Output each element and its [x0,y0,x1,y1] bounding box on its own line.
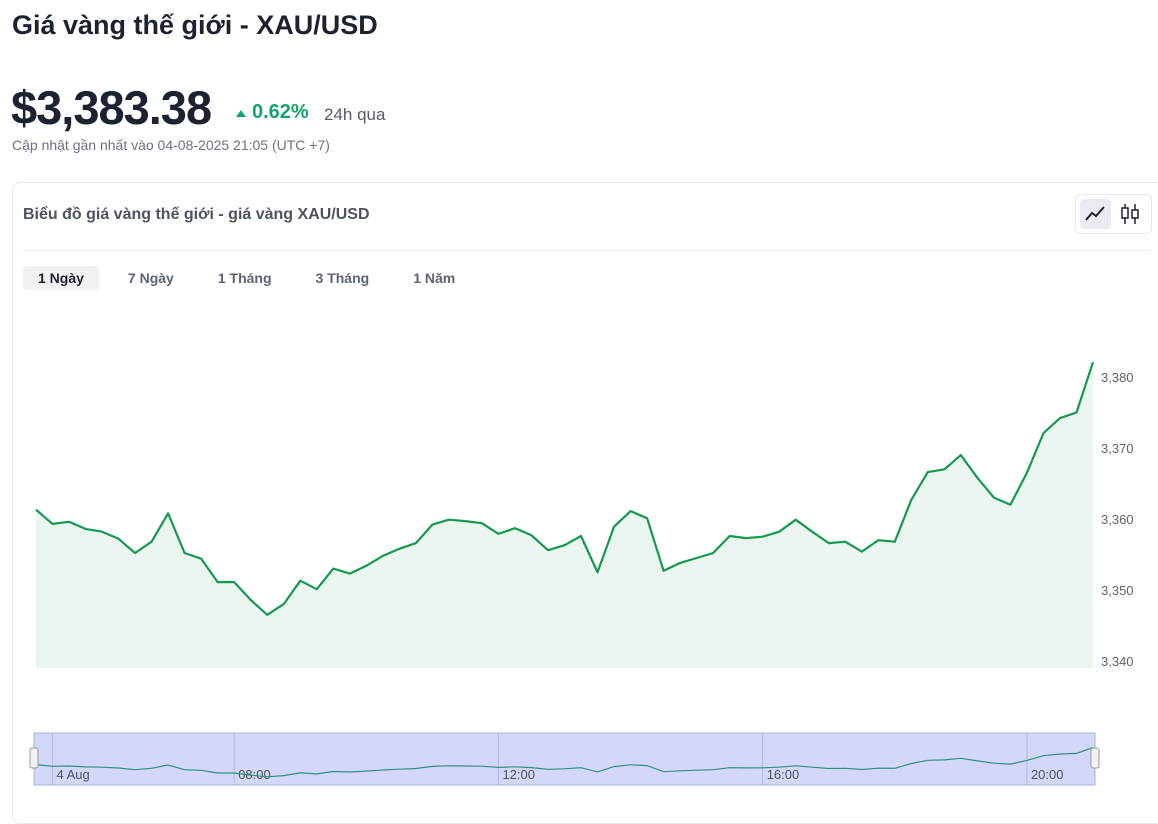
y-tick-label: 3,380 [1101,370,1134,385]
divider [23,250,1151,251]
navigator-handle[interactable] [29,747,39,769]
card-title: Biểu đồ giá vàng thế giới - giá vàng XAU… [23,206,370,223]
navigator-handle[interactable] [1090,747,1100,769]
up-arrow [236,109,246,117]
change-value: 0.62% [252,101,309,123]
navigator-line [35,746,1094,778]
x-tick-label: 4 Aug [57,767,90,782]
navigator [33,732,1096,786]
x-tick-label: 12:00 [502,767,535,782]
chart: 3,340 3,350 3,360 3,370 3,380 4 Aug 08:00 12:00… [29,361,1134,786]
period: 24h qua [324,105,386,124]
range-tab[interactable]: 1 Ngày [23,266,99,290]
price-line [35,361,1095,616]
range-tab[interactable]: 1 Năm [413,270,456,286]
x-tick-label: 20:00 [1031,767,1064,782]
page-title: Giá vàng thế giới - XAU/USD [12,10,378,40]
area [36,362,1093,668]
y-tick-label: 3,370 [1101,441,1134,456]
price: $3,383.38 [11,81,212,134]
page: Giá vàng thế giới - XAU/USD $3,383.38 0.… [11,10,1158,824]
updated: Cập nhật gần nhất vào 04-08-2025 21:05 (… [12,137,330,153]
y-tick-label: 3,340 [1101,654,1134,669]
x-tick-label: 08:00 [238,767,271,782]
range-tab[interactable]: 1 Tháng [217,270,272,286]
range-tab[interactable]: 3 Tháng [315,270,370,286]
y-tick-label: 3,360 [1101,512,1134,527]
range-tab[interactable]: 7 Ngày [127,270,174,286]
change: 0.62% [236,101,309,124]
toggle-icons[interactable] [1076,195,1151,233]
x-tick-label: 16:00 [767,767,800,782]
range-tabs: 1 Ngày 7 Ngày 1 Tháng 3 Tháng 1 Năm [23,266,484,290]
y-tick-label: 3,350 [1101,583,1134,598]
chart-type-toggle [1075,194,1152,234]
